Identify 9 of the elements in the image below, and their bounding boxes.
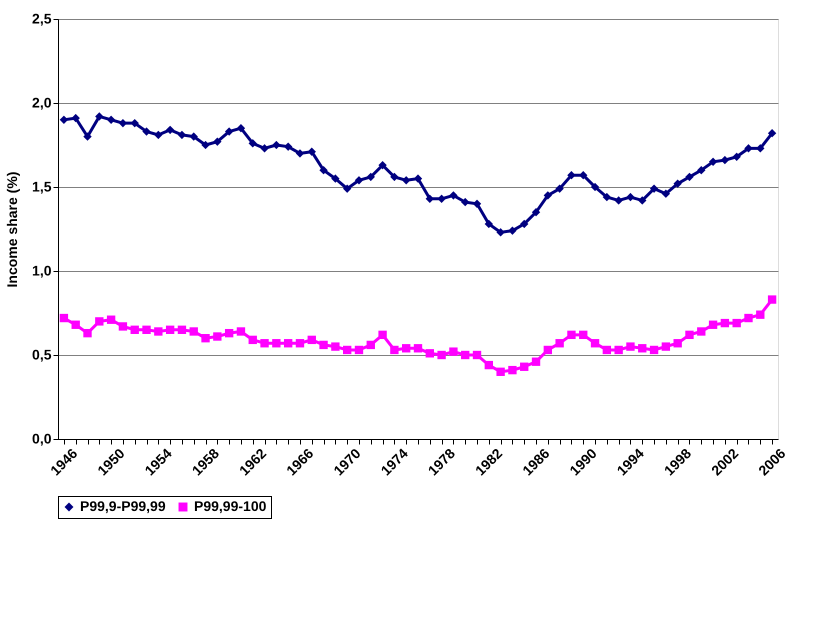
y-tick-label: 1,5: [32, 178, 52, 194]
y-tick-label: 0,0: [32, 430, 52, 446]
legend-label: P99,9-P99,99: [80, 498, 166, 514]
legend-label: P99,99-100: [194, 498, 267, 514]
y-tick-label: 0,5: [32, 346, 52, 362]
y-tick-label: 2,0: [32, 94, 52, 110]
y-axis-title: Income share (%): [4, 172, 20, 288]
y-tick-label: 2,5: [32, 10, 52, 26]
y-tick-label: 1,0: [32, 262, 52, 278]
